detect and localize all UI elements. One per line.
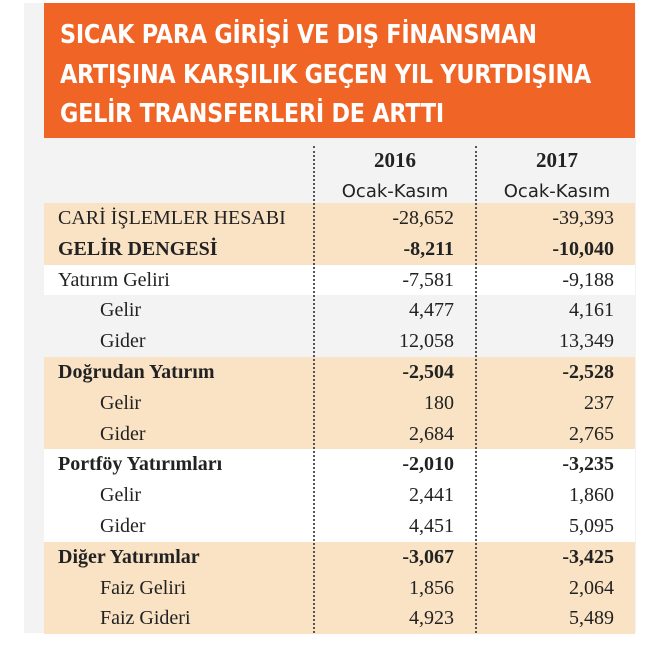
column-divider (475, 146, 477, 633)
row-label: CARİ İŞLEMLER HESABI (58, 207, 286, 229)
table-row: Gelir 4,477 4,161 (44, 295, 635, 327)
value-2017: 1,860 (569, 484, 614, 507)
value-2017: 237 (584, 391, 614, 414)
value-2016: -3,067 (402, 545, 454, 568)
value-2016: -7,581 (402, 268, 454, 291)
value-2016: 180 (424, 391, 454, 414)
value-2017: 13,349 (559, 330, 614, 353)
table-row: GELİR DENGESİ -8,211 -10,040 (44, 233, 635, 265)
table-row: Gelir 180 237 (44, 387, 635, 419)
row-label: Yatırım Geliri (58, 268, 170, 291)
title-line-1: SICAK PARA GİRİŞİ VE DIŞ FİNANSMAN (60, 20, 537, 50)
value-2016: 1,856 (409, 576, 454, 599)
value-2016: 4,451 (409, 514, 454, 537)
title-line-3: GELİR TRANSFERLERİ DE ARTTI (60, 99, 444, 129)
column-range: Ocak-Kasım (341, 181, 449, 202)
row-label: Gelir (100, 299, 142, 322)
value-2017: 2,765 (569, 422, 614, 445)
value-2016: -2,504 (402, 360, 454, 383)
row-label: Gider (100, 330, 146, 353)
value-2017: -3,235 (562, 453, 614, 476)
value-2017: -10,040 (552, 237, 614, 260)
table-row: Gider 12,058 13,349 (44, 326, 635, 357)
value-2017: 5,095 (569, 514, 614, 537)
table-row: CARİ İŞLEMLER HESABI -28,652 -39,393 (44, 203, 635, 234)
value-2017: 5,489 (569, 607, 614, 630)
row-label: Doğrudan Yatırım (58, 360, 215, 383)
value-2016: 2,684 (409, 422, 454, 445)
value-2016: 2,441 (409, 484, 454, 507)
table-row: Doğrudan Yatırım -2,504 -2,528 (44, 356, 635, 388)
row-label: Faiz Geliri (100, 576, 187, 599)
title-banner (44, 3, 635, 138)
column-range: Ocak-Kasım (503, 181, 611, 202)
row-label: Portföy Yatırımları (58, 453, 223, 476)
table-row: Portföy Yatırımları -2,010 -3,235 (44, 449, 635, 481)
row-label: Gelir (100, 391, 142, 414)
row-label: Gelir (100, 484, 142, 507)
column-year: 2017 (536, 148, 578, 172)
table-row: Yatırım Geliri -7,581 -9,188 (44, 264, 635, 296)
title-line-2: ARTIŞINA KARŞILIK GEÇEN YIL YURTDIŞINA (60, 60, 591, 90)
value-2017: 4,161 (569, 299, 614, 322)
table-row: Gider 4,451 5,095 (44, 510, 635, 542)
value-2016: -2,010 (402, 453, 454, 476)
table-row: Gelir 2,441 1,860 (44, 480, 635, 511)
table-row: Faiz Geliri 1,856 2,064 (44, 572, 635, 604)
value-2017: -39,393 (552, 207, 614, 229)
row-label: Faiz Gideri (100, 607, 191, 630)
value-2016: -8,211 (403, 237, 454, 260)
value-2016: 12,058 (399, 330, 454, 353)
value-2017: -9,188 (562, 268, 614, 291)
table-body: CARİ İŞLEMLER HESABI -28,652 -39,393 GELİR… (44, 203, 635, 635)
column-divider (313, 146, 315, 633)
value-2017: -3,425 (562, 545, 614, 568)
row-label: GELİR DENGESİ (58, 237, 218, 260)
value-2017: -2,528 (562, 360, 614, 383)
row-label: Gider (100, 422, 146, 445)
column-header-2016: 2016 Ocak-Kasım (320, 148, 470, 204)
value-2017: 2,064 (569, 576, 614, 599)
value-2016: -28,652 (392, 207, 454, 229)
value-2016: 4,923 (409, 607, 454, 630)
column-header-2017: 2017 Ocak-Kasım (482, 148, 632, 204)
row-label: Gider (100, 514, 146, 537)
table-row: Diğer Yatırımlar -3,067 -3,425 (44, 541, 635, 573)
value-2016: 4,477 (409, 299, 454, 322)
row-label: Diğer Yatırımlar (58, 545, 200, 568)
column-year: 2016 (374, 148, 416, 172)
table-row: Faiz Gideri 4,923 5,489 (44, 603, 635, 635)
table-row: Gider 2,684 2,765 (44, 418, 635, 450)
